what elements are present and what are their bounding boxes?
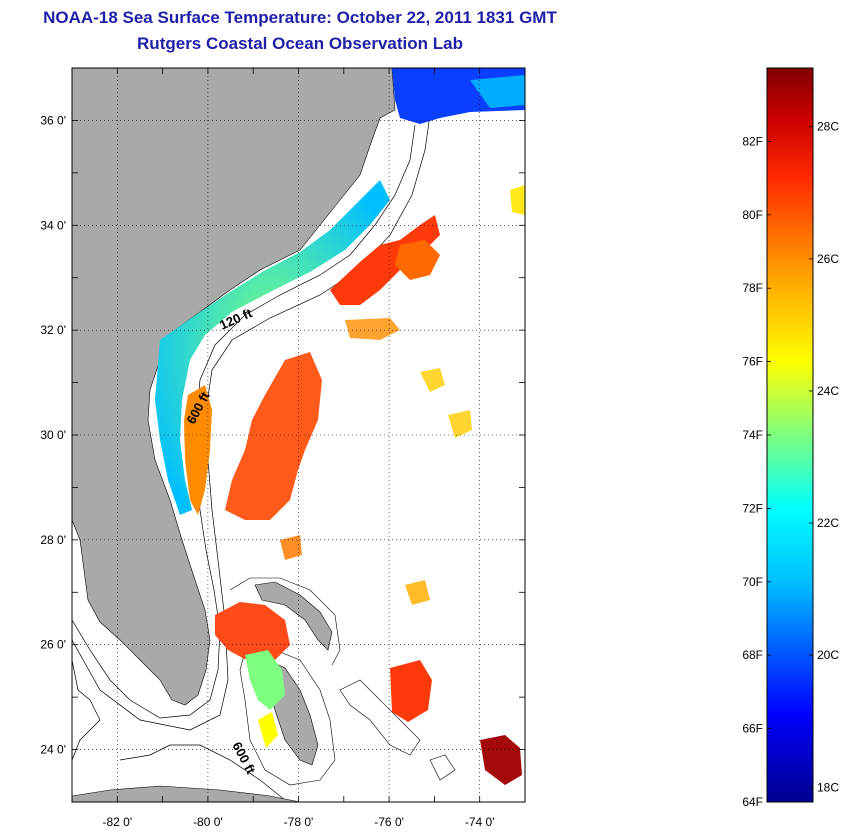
sst-small-patch [280, 535, 302, 560]
sst-offshore-patch [395, 240, 440, 280]
sst-bahamas-red [215, 602, 290, 662]
lon-tick-labels: -82 0' -80 0' -78 0' -76 0' -74 0' [102, 815, 494, 829]
land-bahamas-north [254, 581, 333, 651]
sst-warm-coast [184, 385, 212, 515]
colorbar-c-label: 24C [817, 384, 839, 398]
colorbar-c-label: 18C [817, 780, 839, 794]
colorbar-f-label: 78F [742, 281, 763, 295]
lat-tick-label: 28 0' [40, 533, 66, 547]
colorbar-celsius-labels: 28C 26C 24C 22C 20C 18C [809, 120, 839, 794]
colorbar [766, 67, 814, 803]
chart-subtitle: Rutgers Coastal Ocean Observation Lab [137, 34, 463, 53]
sst-southeast-darkred [480, 735, 522, 785]
colorbar-f-label: 74F [742, 428, 763, 442]
land-mainland [72, 68, 396, 706]
sst-cool-patch [470, 75, 525, 108]
lon-tick-label: -80 0' [193, 815, 223, 829]
land-cuba [72, 785, 301, 802]
lat-tick-label: 32 0' [40, 323, 66, 337]
lat-tick-label: 24 0' [40, 743, 66, 757]
lat-tick-labels: 24 0' 26 0' 28 0' 30 0' 32 0' 34 0' 36 0' [40, 113, 66, 756]
sst-gulfstream-north [330, 215, 440, 305]
sst-bahamas-yellow [258, 712, 278, 748]
colorbar-f-label: 64F [742, 795, 763, 809]
colorbar-c-label: 20C [817, 648, 839, 662]
colorbar-f-label: 76F [742, 355, 763, 369]
colorbar-c-label: 26C [817, 252, 839, 266]
bahamas-bank-contour [229, 577, 341, 786]
map-frame [71, 67, 526, 803]
colorbar-f-label: 66F [742, 722, 763, 736]
lat-tick-label: 36 0' [40, 113, 66, 127]
sst-yellow-patch-3 [510, 185, 525, 215]
sst-yellow-patch-2 [448, 410, 472, 438]
lon-tick-label: -76 0' [374, 815, 404, 829]
lon-tick-label: -74 0' [465, 815, 495, 829]
chart-title: NOAA-18 Sea Surface Temperature: October… [43, 8, 557, 27]
lat-tick-label: 26 0' [40, 638, 66, 652]
colorbar-fahrenheit-labels: 82F 80F 78F 76F 74F 72F 70F 68F 66F 64F [742, 134, 771, 809]
keys-contour [72, 659, 286, 801]
colorbar-f-label: 80F [742, 208, 763, 222]
colorbar-c-label: 22C [817, 516, 839, 530]
sst-small-patch-2 [405, 580, 430, 605]
sst-bahamas-green [245, 650, 285, 710]
sst-orange-patch [345, 318, 400, 340]
exuma-contour [339, 679, 456, 781]
lon-tick-label: -78 0' [284, 815, 314, 829]
colorbar-c-label: 28C [817, 120, 839, 134]
colorbar-f-label: 68F [742, 648, 763, 662]
lat-tick-label: 30 0' [40, 428, 66, 442]
lat-tick-label: 34 0' [40, 218, 66, 232]
sst-yellow-patch-1 [420, 368, 445, 392]
lon-tick-label: -82 0' [102, 815, 132, 829]
colorbar-f-label: 82F [742, 134, 763, 148]
sst-coastal-band [155, 180, 390, 515]
sst-east-red [390, 660, 432, 722]
colorbar-f-label: 70F [742, 575, 763, 589]
colorbar-f-label: 72F [742, 501, 763, 515]
sst-gulfstream-main [225, 352, 322, 520]
